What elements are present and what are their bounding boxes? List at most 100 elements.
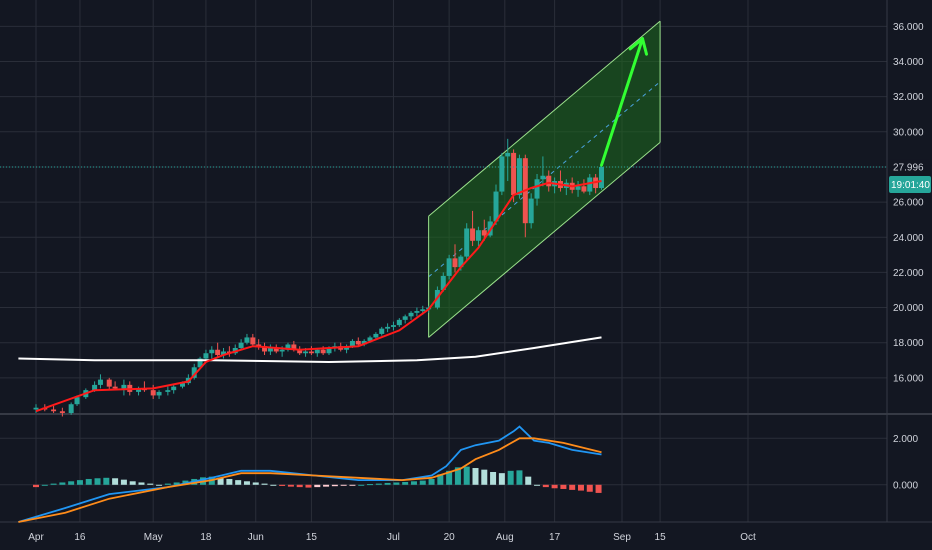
macd-histogram-bar — [103, 477, 110, 485]
candle-body — [51, 409, 57, 412]
channel-lower-line[interactable] — [428, 141, 661, 338]
macd-histogram-bar — [393, 482, 400, 485]
macd-histogram-bar — [367, 484, 374, 486]
candle-body — [180, 383, 185, 387]
time-tick-label: 16 — [74, 532, 86, 543]
candle-body — [267, 347, 273, 352]
macd-histogram-bar — [490, 471, 497, 485]
signal-line — [18, 437, 602, 523]
macd-histogram-bar — [525, 476, 532, 485]
macd-histogram-bar — [516, 470, 523, 485]
candle-body — [250, 337, 256, 345]
macd-histogram-bar — [446, 470, 453, 485]
candle-body — [408, 312, 414, 317]
projection-arrow[interactable] — [599, 37, 648, 167]
candle-body — [203, 353, 209, 359]
macd-histogram-bar — [296, 484, 303, 488]
time-tick-label: Oct — [740, 532, 756, 543]
candle-body — [470, 228, 476, 241]
macd-histogram-bar — [243, 481, 250, 485]
candle-body — [68, 404, 74, 413]
candle-body — [59, 411, 65, 413]
price-tick-label: 34.000 — [893, 57, 924, 68]
candle-body — [396, 319, 402, 326]
candle-body — [314, 349, 320, 354]
macd-histogram-bar — [534, 484, 541, 486]
macd-histogram-bar — [138, 482, 145, 485]
macd-histogram-bar — [340, 484, 347, 486]
arrow-head[interactable] — [641, 37, 648, 56]
countdown-label: 19:01:40 — [891, 180, 930, 191]
macd-histogram-bar — [41, 484, 48, 486]
candle-body — [191, 367, 197, 378]
candle-body — [165, 390, 171, 392]
macd-histogram-bar — [261, 483, 268, 485]
price-tick-label: 22.000 — [893, 268, 924, 279]
macd-tick-label: 2.000 — [893, 434, 918, 445]
macd-histogram-bar — [560, 484, 567, 489]
candle-body — [150, 390, 156, 396]
macd-histogram-bar — [542, 484, 549, 488]
macd-histogram-bar — [147, 483, 154, 485]
candle-body — [452, 258, 458, 268]
candle-body — [326, 347, 332, 354]
candle-body — [481, 230, 487, 236]
arrow-shaft[interactable] — [599, 37, 645, 167]
candle-body — [499, 156, 505, 192]
candle-body — [373, 333, 379, 338]
macd-histogram-bar — [507, 470, 514, 485]
macd-histogram-bar — [463, 466, 470, 485]
macd-histogram-bar — [76, 480, 83, 485]
macd-histogram-bar — [472, 468, 479, 485]
candle-body — [581, 186, 587, 192]
moving-average-lines — [18, 180, 602, 413]
countdown-badge — [889, 176, 931, 194]
time-tick-label: 18 — [200, 532, 212, 543]
candle-body — [528, 198, 534, 224]
candle-body — [505, 152, 511, 157]
macd-pane — [18, 425, 602, 523]
ema-line — [35, 180, 602, 413]
candle-body — [156, 391, 162, 396]
macd-histogram-bar — [323, 484, 330, 487]
channel-upper-line[interactable] — [428, 20, 661, 217]
candle-body — [320, 349, 326, 354]
candle-body — [92, 384, 98, 391]
macd-histogram-bar — [349, 484, 356, 486]
macd-histogram-bar — [410, 481, 417, 485]
candle-body — [262, 346, 268, 352]
candle-body — [440, 275, 446, 290]
candle-body — [136, 388, 142, 392]
arrow-head[interactable] — [628, 37, 645, 51]
candle-body — [493, 191, 499, 222]
macd-histogram-bar — [577, 484, 584, 491]
macd-histogram-bar — [358, 484, 365, 486]
candle-body — [344, 346, 350, 350]
time-tick-label: Jun — [248, 532, 264, 543]
candle-body — [273, 347, 279, 352]
time-tick-label: May — [144, 532, 163, 543]
candle-body — [458, 256, 464, 268]
time-tick-label: Jul — [387, 532, 400, 543]
candle-body — [291, 344, 297, 350]
macd-histogram-bar — [419, 480, 426, 485]
candle-body — [598, 166, 604, 189]
candle-body — [367, 337, 373, 341]
macd-histogram-bar — [384, 482, 391, 485]
macd-histogram-bar — [270, 484, 277, 486]
macd-tick-label: 0.000 — [893, 480, 918, 491]
macd-histogram-bar — [50, 483, 57, 485]
price-tick-label: 20.000 — [893, 303, 924, 314]
candle-body — [74, 397, 80, 405]
macd-histogram-bar — [33, 484, 39, 488]
price-tick-label: 36.000 — [893, 22, 924, 33]
price-tick-label: 32.000 — [893, 92, 924, 103]
candle-body — [355, 340, 361, 345]
macd-histogram-bar — [331, 484, 338, 487]
macd-histogram-bar — [305, 484, 312, 488]
macd-histogram-bar — [314, 484, 321, 488]
time-tick-label: 15 — [655, 532, 667, 543]
candle-body — [238, 342, 244, 348]
candle-body — [385, 326, 391, 329]
